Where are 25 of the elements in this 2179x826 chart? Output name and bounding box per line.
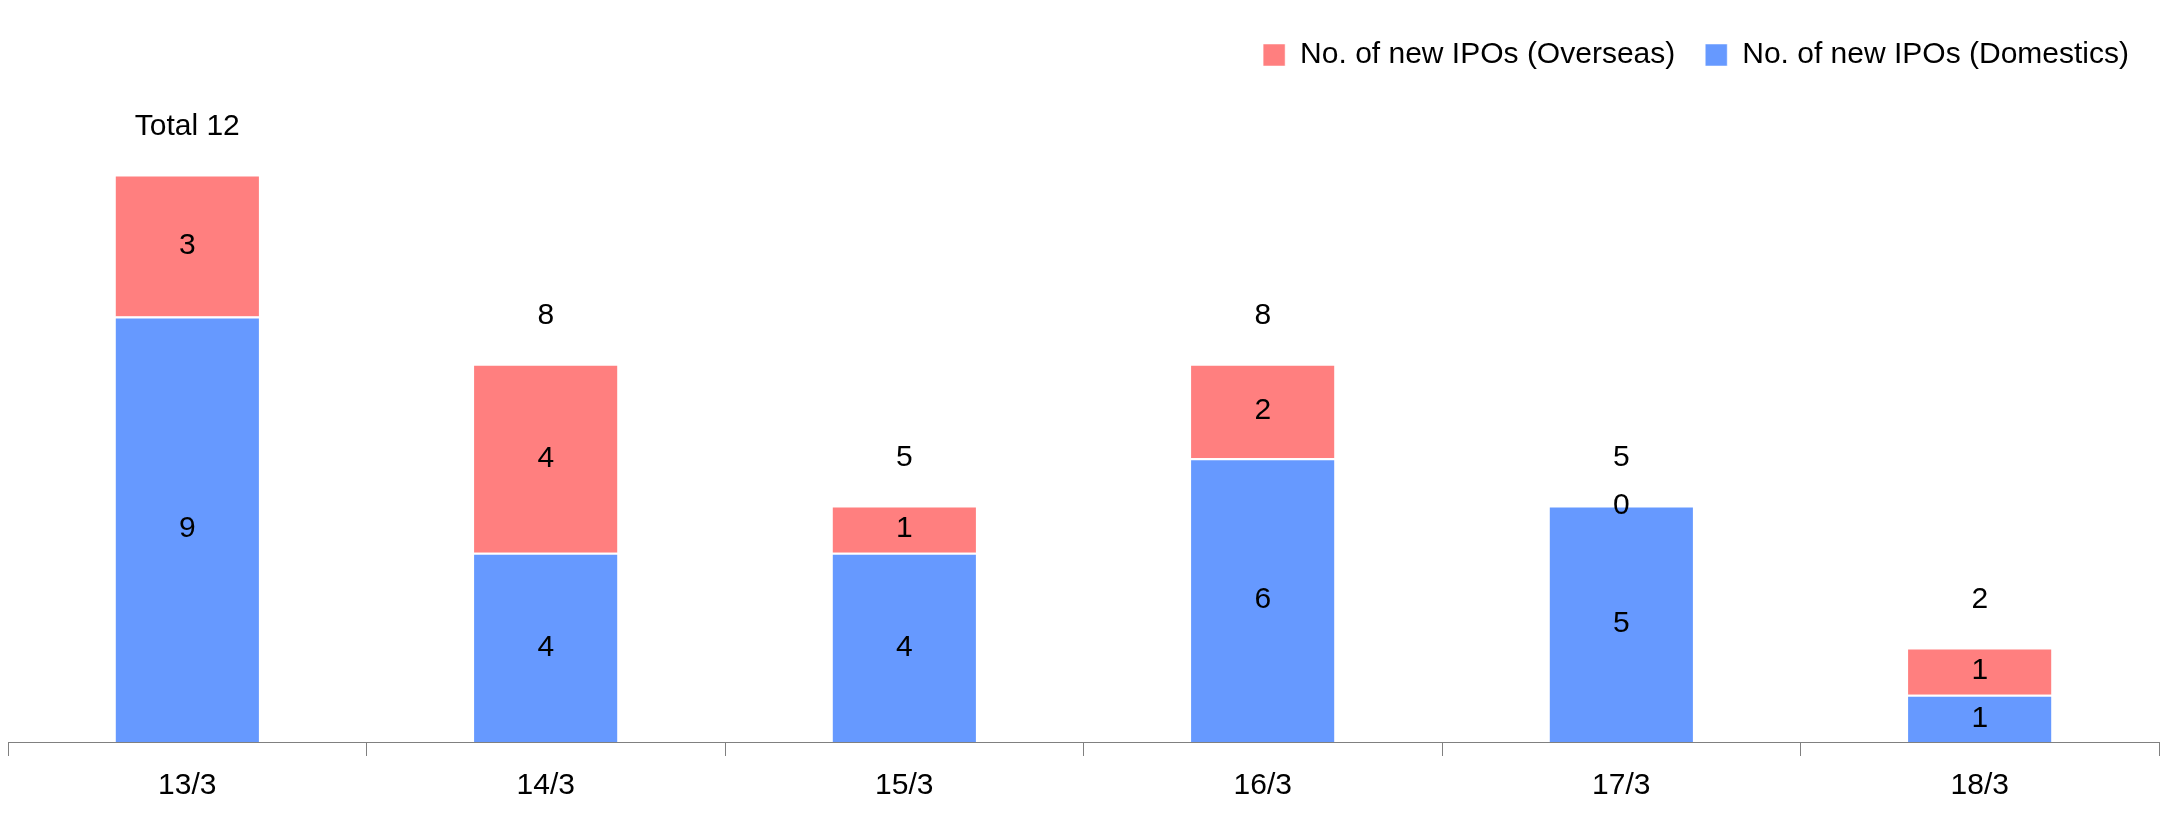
data-label: 4 bbox=[537, 628, 555, 662]
data-label: 6 bbox=[1254, 581, 1272, 615]
x-tick-label: 15/3 bbox=[875, 767, 934, 801]
data-label: 1 bbox=[1971, 699, 1989, 733]
total-label: 5 bbox=[895, 438, 913, 472]
total-label: 2 bbox=[1971, 580, 1989, 614]
legend-label: No. of new IPOs (Overseas) bbox=[1300, 36, 1676, 70]
x-tick-label: 17/3 bbox=[1592, 767, 1651, 801]
data-label: 4 bbox=[895, 628, 913, 662]
data-label: 4 bbox=[537, 439, 555, 473]
data-label: 1 bbox=[1971, 652, 1989, 686]
data-label: 2 bbox=[1254, 392, 1272, 426]
data-label: 5 bbox=[1612, 605, 1630, 639]
x-tick-label: 13/3 bbox=[158, 767, 217, 801]
x-tick-label: 16/3 bbox=[1233, 767, 1292, 801]
data-label: 9 bbox=[178, 510, 196, 544]
x-tick-label: 14/3 bbox=[516, 767, 575, 801]
total-label: Total 12 bbox=[134, 107, 240, 141]
x-tick-label: 18/3 bbox=[1950, 767, 2009, 801]
total-label: 8 bbox=[537, 296, 555, 330]
total-label: 8 bbox=[1254, 296, 1272, 330]
data-label: 3 bbox=[178, 226, 196, 260]
total-label: 5 bbox=[1612, 438, 1630, 472]
data-label: 1 bbox=[895, 510, 913, 544]
legend-label: No. of new IPOs (Domestics) bbox=[1742, 36, 2129, 70]
